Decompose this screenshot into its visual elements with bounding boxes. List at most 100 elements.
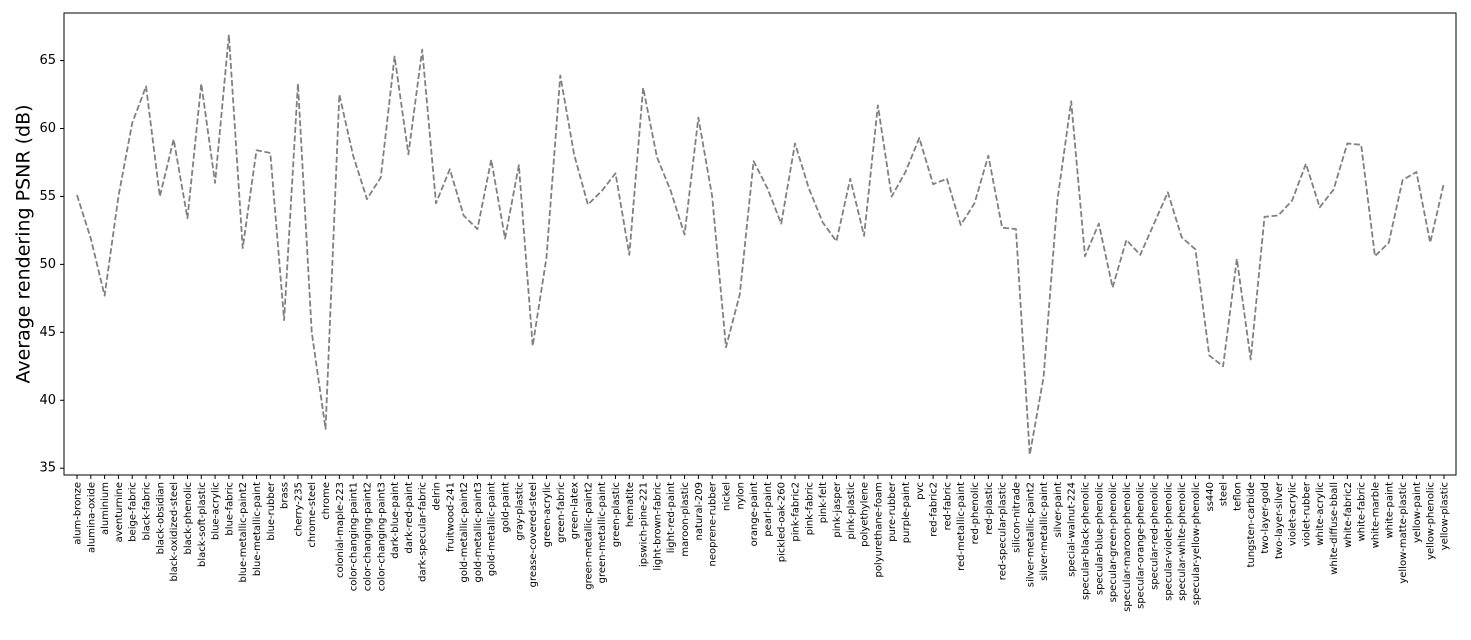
x-tick-label: yellow-phenolic: [1426, 482, 1437, 560]
x-tick-label: black-phenolic: [183, 482, 194, 555]
x-tick-label: blue-acrylic: [211, 482, 222, 540]
x-tick-label: orange-paint: [749, 482, 760, 546]
x-tick-label: neoprene-rubber: [708, 481, 719, 566]
x-tick-label: white-paint: [1384, 482, 1395, 539]
y-tick-label: 35: [39, 461, 56, 476]
x-tick-label: two-layer-gold: [1260, 482, 1271, 554]
x-tick-label: yellow-paint: [1412, 482, 1423, 543]
psnr-series-line: [76, 33, 1445, 456]
x-tick-label: light-brown-fabric: [652, 482, 663, 571]
x-tick-label: blue-metallic-paint: [252, 482, 263, 576]
x-tick-label: specular-orange-phenolic: [1136, 482, 1147, 609]
x-tick-label: silver-metallic-paint: [1039, 482, 1050, 581]
y-tick-label: 60: [39, 121, 56, 136]
x-tick-label: black-fabric: [142, 482, 153, 541]
x-tick-label: alum-bronze: [73, 482, 84, 545]
y-tick-label: 45: [39, 325, 56, 340]
x-tick-label: red-plastic: [984, 482, 995, 535]
x-tick-label: blue-fabric: [224, 482, 235, 536]
x-tick-label: red-phenolic: [970, 482, 981, 544]
x-tick-label: special-walnut-224: [1067, 482, 1078, 577]
x-tick-label: aventurnine: [114, 482, 125, 542]
x-tick-label: specular-black-phenolic: [1080, 482, 1091, 600]
x-tick-label: color-changing-paint2: [362, 482, 373, 591]
x-tick-label: light-red-paint: [666, 482, 677, 553]
x-tick-label: green-plastic: [611, 482, 622, 547]
x-tick-label: specular-violet-phenolic: [1163, 482, 1174, 601]
x-tick-label: white-fabric: [1357, 482, 1368, 541]
x-tick-label: blue-metallic-paint2: [238, 482, 249, 582]
x-tick-label: chrome-steel: [307, 482, 318, 548]
x-tick-label: pink-fabric: [804, 482, 815, 535]
x-tick-label: aluminium: [100, 482, 111, 535]
x-tick-label: ss440: [1205, 482, 1216, 512]
x-tick-label: blue-rubber: [266, 481, 277, 541]
x-tick-label: green-fabric: [556, 482, 567, 543]
y-tick-label: 50: [39, 257, 56, 272]
x-tick-label: fruitwood-241: [445, 482, 456, 552]
x-tick-label: violet-rubber: [1301, 481, 1312, 547]
x-tick-label: delrin: [432, 482, 443, 511]
x-tick-label: red-specular-plastic: [998, 482, 1009, 580]
x-tick-label: color-changing-paint1: [349, 482, 360, 591]
x-tick-label: white-acrylic: [1315, 482, 1326, 546]
x-tick-label: white-marble: [1370, 482, 1381, 548]
plot-frame: [63, 12, 1457, 476]
y-tick-label: 55: [39, 189, 56, 204]
x-tick-label: violet-acrylic: [1288, 482, 1299, 546]
x-tick-label: natural-209: [694, 482, 705, 540]
x-tick-label: pearl-paint: [763, 482, 774, 537]
x-tick-label: tungsten-carbide: [1246, 482, 1257, 568]
x-tick-label: gold-paint: [501, 482, 512, 533]
x-tick-label: red-metallic-paint: [956, 482, 967, 571]
x-tick-label: silver-paint: [1053, 482, 1064, 538]
x-tick-label: white-fabric2: [1343, 482, 1354, 548]
x-tick-label: green-acrylic: [542, 482, 553, 547]
x-tick-label: pickled-oak-260: [777, 482, 788, 562]
x-tick-label: steel: [1219, 482, 1230, 506]
x-tick-label: green-metallic-paint: [597, 482, 608, 583]
x-axis: alum-bronze alumina-oxide aluminium aventur…: [73, 475, 1451, 612]
x-tick-label: specular-red-phenolic: [1150, 482, 1161, 590]
x-tick-label: polyurethane-foam: [873, 482, 884, 578]
x-tick-label: two-layer-silver: [1274, 481, 1285, 559]
x-tick-label: pink-plastic: [846, 482, 857, 540]
x-tick-label: dark-red-paint: [404, 482, 415, 554]
x-tick-label: maroon-plastic: [680, 482, 691, 557]
x-tick-label: silver-metallic-paint2: [1025, 482, 1036, 587]
x-tick-label: colonial-maple-223: [335, 482, 346, 578]
x-tick-label: red-fabric2: [929, 482, 940, 537]
x-tick-label: gold-metallic-paint: [487, 482, 498, 576]
x-tick-label: specular-maroon-phenolic: [1122, 482, 1133, 612]
x-tick-label: black-soft-plastic: [197, 482, 208, 567]
x-tick-label: specular-green-phenolic: [1108, 482, 1119, 602]
x-tick-label: pink-felt: [818, 482, 829, 523]
x-tick-label: hematite: [625, 482, 636, 527]
x-tick-label: cherry-235: [293, 482, 304, 536]
x-tick-label: pure-rubber: [887, 481, 898, 542]
x-tick-label: gray-plastic: [514, 482, 525, 541]
x-tick-label: brass: [280, 482, 291, 509]
x-tick-label: nickel: [721, 482, 732, 511]
x-tick-label: black-obsidian: [155, 482, 166, 554]
x-tick-label: gold-metallic-paint3: [473, 482, 484, 582]
x-tick-label: specular-white-phenolic: [1177, 482, 1188, 601]
x-tick-label: white-diffuse-bball: [1329, 482, 1340, 575]
x-tick-label: chrome: [321, 482, 332, 520]
x-tick-label: specular-yellow-phenolic: [1191, 482, 1202, 605]
x-tick-label: silicon-nitrade: [1011, 482, 1022, 553]
x-tick-label: dark-blue-paint: [390, 482, 401, 559]
y-axis: 35 40 45 50 55 60 65: [39, 53, 64, 476]
x-tick-label: nylon: [735, 482, 746, 510]
x-tick-label: green-metallic-paint2: [583, 482, 594, 590]
x-tick-label: beige-fabric: [128, 482, 139, 542]
x-tick-label: pink-jasper: [832, 481, 843, 537]
x-tick-label: yellow-plastic: [1440, 482, 1451, 550]
x-tick-label: specular-blue-phenolic: [1094, 482, 1105, 595]
x-tick-label: alumina-oxide: [86, 482, 97, 553]
y-tick-label: 65: [39, 53, 56, 68]
x-tick-label: black-oxidized-steel: [169, 482, 180, 582]
x-tick-label: teflon: [1232, 482, 1243, 511]
x-tick-label: purple-paint: [901, 482, 912, 543]
